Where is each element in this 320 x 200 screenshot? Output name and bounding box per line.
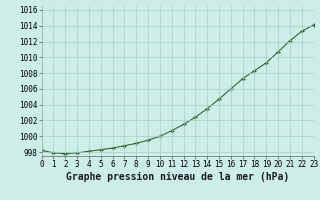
X-axis label: Graphe pression niveau de la mer (hPa): Graphe pression niveau de la mer (hPa) xyxy=(66,172,289,182)
